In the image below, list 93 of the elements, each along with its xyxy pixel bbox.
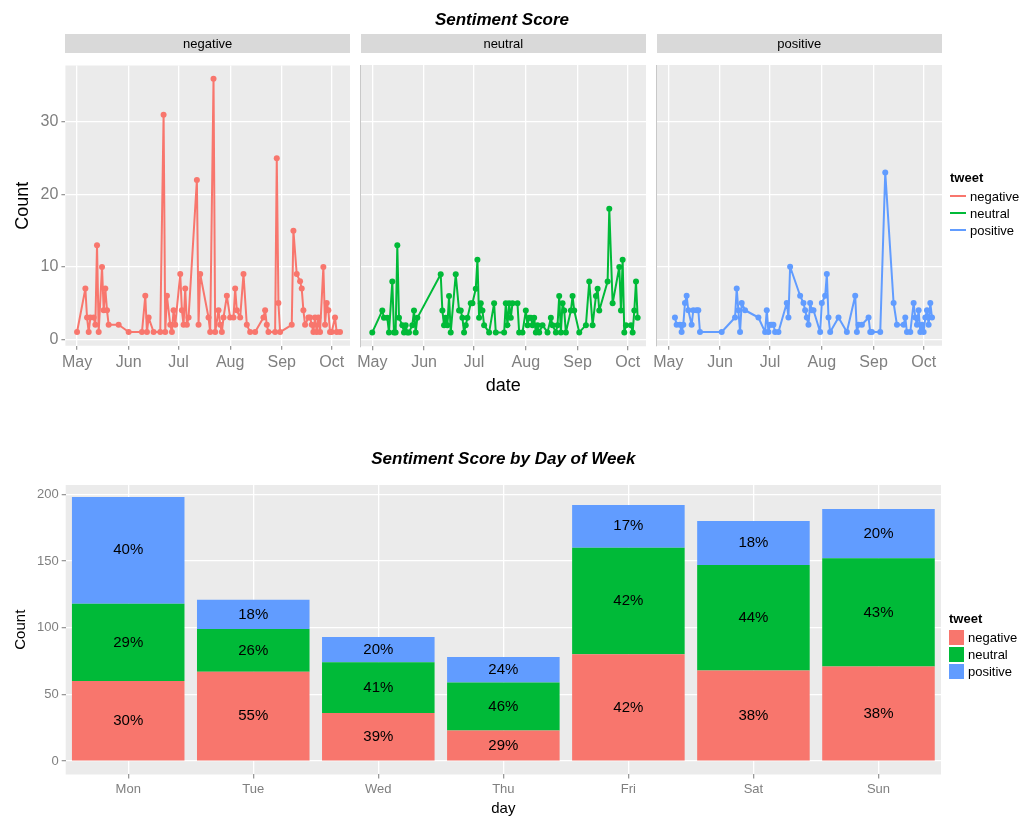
annotation: 24% — [488, 659, 519, 677]
x-tick-label: Thu — [492, 780, 515, 796]
bar — [697, 670, 810, 761]
x-tick-label: Sat — [743, 780, 764, 796]
bar — [322, 713, 435, 761]
annotation: 46% — [488, 696, 519, 714]
chart-title: Sentiment Score by Day of Week — [371, 449, 636, 468]
x-tick-label: Jul — [759, 352, 781, 370]
bar — [697, 521, 810, 566]
text: neutral — [483, 36, 524, 51]
x-tick-label: May — [61, 352, 93, 370]
x-tick-label: Oct — [615, 353, 641, 371]
x-axis-title: day — [491, 799, 516, 817]
bar — [447, 657, 560, 683]
annotation: 26% — [238, 640, 269, 658]
annotation: 20% — [863, 523, 894, 541]
bar — [71, 603, 185, 682]
annotation: 38% — [863, 703, 894, 721]
annotation: 55% — [238, 706, 269, 724]
x-tick-label: Aug — [511, 353, 541, 371]
bar — [447, 682, 560, 731]
text: negative — [183, 36, 233, 51]
x-tick-label: Sep — [563, 353, 592, 371]
annotation: 42% — [613, 591, 644, 609]
annotation: 29% — [113, 632, 144, 650]
bar — [196, 629, 310, 672]
bar — [822, 509, 935, 559]
annotation: 18% — [238, 604, 269, 622]
text: negative — [970, 189, 1020, 204]
legend-label: neutral — [968, 647, 1008, 662]
annotation: 18% — [738, 533, 769, 551]
bar — [572, 505, 685, 548]
annotation: 29% — [488, 735, 519, 753]
bar — [196, 599, 310, 630]
y-tick-label: 10 — [40, 257, 59, 275]
annotation: 42% — [613, 697, 644, 715]
bar — [572, 547, 685, 655]
bar — [822, 558, 935, 667]
annotation: 17% — [613, 516, 644, 534]
annotation: 44% — [738, 607, 769, 625]
bar — [71, 681, 185, 761]
text: neutral — [970, 206, 1010, 221]
annotation: 40% — [113, 540, 144, 558]
x-tick-label: Jun — [707, 352, 733, 370]
annotation: 30% — [113, 710, 144, 728]
x-tick-label: Jul — [168, 352, 189, 370]
bar — [822, 666, 935, 761]
y-tick-label: 0 — [51, 752, 59, 768]
chart-title: Sentiment Score — [434, 10, 570, 29]
annotation: 39% — [363, 726, 394, 744]
bar — [447, 730, 560, 761]
x-tick-label: Jun — [411, 353, 437, 371]
y-tick-label: 30 — [40, 112, 59, 130]
legend-label: positive — [968, 664, 1013, 679]
y-tick-label: 0 — [49, 329, 59, 347]
bar — [697, 565, 810, 671]
y-tick-label: 200 — [36, 485, 59, 501]
legend-label: negative — [968, 630, 1018, 645]
y-tick-label: 50 — [44, 685, 59, 701]
x-tick-label: Jul — [463, 353, 485, 371]
x-tick-label: Sun — [866, 780, 891, 796]
x-tick-label: Sep — [859, 352, 888, 370]
y-tick-label: 100 — [36, 619, 59, 635]
bar — [572, 654, 685, 761]
bar — [322, 662, 435, 714]
x-tick-label: Aug — [215, 352, 245, 370]
x-tick-label: May — [357, 353, 388, 371]
x-tick-label: Wed — [365, 780, 392, 796]
y-axis-title: Count — [11, 181, 32, 230]
x-tick-label: Fri — [620, 780, 637, 796]
bar — [71, 497, 185, 604]
x-tick-label: Sep — [267, 352, 297, 370]
x-tick-label: May — [653, 352, 684, 370]
x-tick-label: Mon — [115, 780, 141, 796]
annotation: 38% — [738, 705, 769, 723]
legend-title: tweet — [950, 170, 985, 185]
x-tick-label: Tue — [242, 780, 265, 796]
annotation: 41% — [363, 677, 394, 695]
y-tick-label: 150 — [36, 552, 59, 568]
x-tick-label: Oct — [319, 352, 345, 370]
x-axis-title: date — [485, 375, 521, 396]
legend-label: positive — [970, 223, 1015, 238]
bar — [322, 637, 435, 663]
chart-subtitle: positive — [777, 36, 822, 51]
y-tick-label: 20 — [40, 184, 59, 202]
annotation: 20% — [363, 639, 394, 657]
bar — [196, 671, 310, 761]
legend-title: tweet — [949, 611, 984, 626]
annotation: 43% — [863, 602, 894, 620]
x-tick-label: Oct — [911, 352, 937, 370]
y-axis-title: Count — [11, 608, 29, 650]
x-tick-label: Aug — [807, 352, 837, 370]
x-tick-label: Jun — [115, 352, 142, 370]
